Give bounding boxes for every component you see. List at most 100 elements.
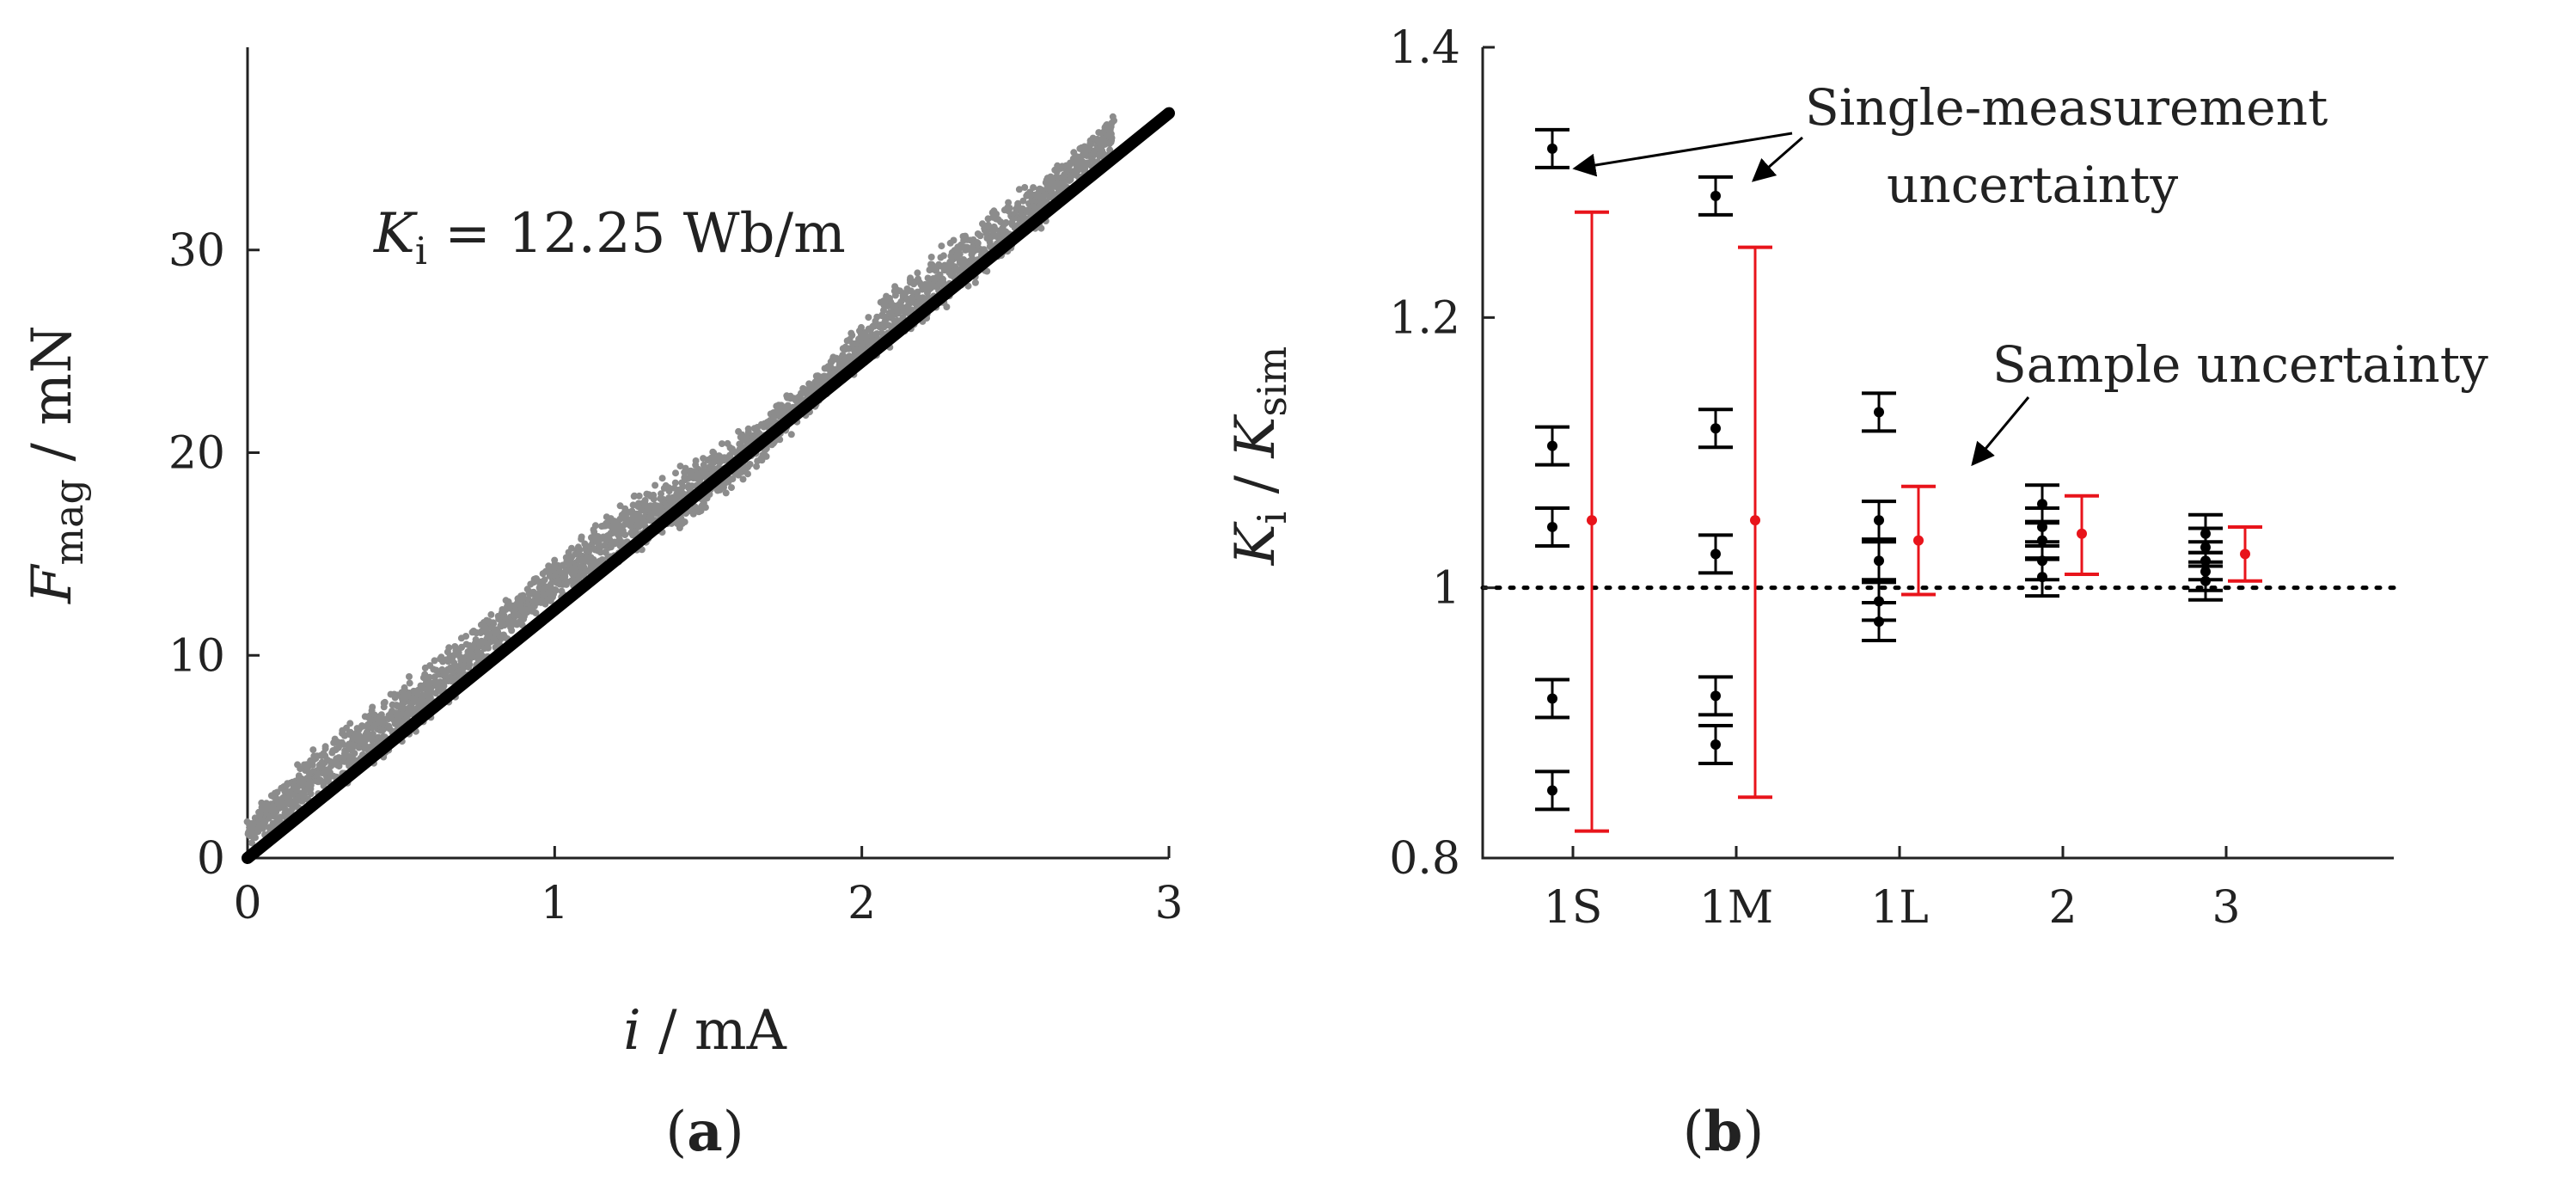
panel-b-sample-uncertainty	[1575, 210, 2262, 833]
scatter-point	[964, 243, 971, 251]
scatter-point	[718, 440, 725, 448]
panel-b-y-tick-label: 1	[1432, 563, 1460, 615]
scatter-point	[635, 492, 643, 500]
scatter-point	[541, 576, 548, 584]
scatter-point	[991, 224, 999, 232]
scatter-point	[631, 492, 639, 500]
single-measurement-errorbar	[1535, 506, 1569, 548]
single-measurement-errorbar	[1698, 175, 1733, 217]
scatter-point	[784, 402, 792, 409]
scatter-point	[1111, 117, 1117, 125]
scatter-point	[652, 481, 659, 489]
scatter-point	[1006, 205, 1013, 211]
scatter-point	[700, 461, 707, 469]
scatter-point	[343, 724, 350, 732]
scatter-point	[431, 657, 438, 665]
panel-a-y-label: Fmag / mN	[21, 325, 92, 604]
scatter-point	[787, 431, 795, 438]
scatter-point	[1019, 197, 1027, 205]
scatter-point	[1037, 224, 1045, 232]
scatter-point	[309, 746, 317, 754]
scatter-point	[971, 279, 979, 286]
single-measurement-errorbar	[1698, 675, 1733, 717]
single-measurement-errorbar	[1698, 408, 1733, 450]
scatter-point	[248, 839, 255, 847]
panel-b-caption: (b)	[1683, 1100, 1765, 1164]
scatter-point	[568, 544, 575, 552]
scatter-point	[891, 291, 899, 299]
panel-a-y-tick-label: 30	[168, 225, 225, 277]
panel-b-y-label: Ki / Ksim	[1224, 346, 1295, 567]
scatter-point	[845, 345, 853, 352]
single-arrow-1S	[1572, 132, 1793, 177]
panel-a-annotation: Ki = 12.25 Wb/m	[373, 202, 846, 273]
scatter-point	[908, 306, 915, 314]
scatter-point	[1015, 186, 1023, 193]
scatter-point	[710, 449, 718, 457]
scatter-point	[744, 425, 752, 432]
scatter-point	[650, 495, 658, 503]
scatter-point	[425, 673, 433, 681]
panel-b-x-tick-label: 3	[2212, 882, 2240, 934]
scatter-point	[381, 698, 389, 706]
panel-a-x-tick-label: 1	[541, 878, 569, 929]
scatter-point	[549, 593, 556, 601]
scatter-point	[746, 461, 754, 468]
panel-b-y-tick-label: 1.2	[1389, 292, 1460, 344]
single-arrow-1M	[1751, 136, 1803, 182]
scatter-point	[487, 610, 495, 618]
scatter-point	[658, 475, 666, 482]
scatter-point	[621, 531, 629, 539]
scatter-point	[406, 673, 413, 680]
panel-a-y-tick-label: 10	[168, 630, 225, 682]
single-measurement-errorbar	[1862, 540, 1896, 582]
scatter-point	[307, 790, 315, 798]
scatter-point	[744, 470, 751, 478]
scatter-point	[462, 633, 470, 640]
single-measurement-errorbar	[2025, 556, 2059, 598]
single-measurement-errorbar	[1535, 769, 1569, 812]
panel-a-y-tick-label: 0	[197, 833, 225, 885]
single-measurement-errorbar	[1698, 533, 1733, 575]
panel-a-y-ticks: 0 10 20 30	[168, 225, 260, 885]
scatter-point	[321, 745, 329, 752]
scatter-point	[858, 323, 865, 331]
scatter-point	[775, 436, 783, 443]
scatter-point	[848, 332, 856, 339]
sample-uncertainty-errorbar	[1738, 245, 1772, 800]
scatter-point	[665, 487, 673, 495]
scatter-point	[351, 750, 358, 757]
scatter-point	[880, 307, 887, 314]
scatter-point	[578, 536, 585, 543]
scatter-point	[307, 782, 315, 789]
scatter-point	[1107, 123, 1115, 131]
panel-b-single-measurements	[1535, 127, 2223, 812]
scatter-point	[811, 385, 818, 393]
scatter-point	[1005, 199, 1013, 206]
single-measurement-errorbar	[1862, 500, 1896, 542]
panel-a-y-tick-label: 20	[168, 428, 225, 480]
scatter-point	[927, 254, 935, 261]
scatter-point	[729, 475, 737, 482]
scatter-point	[489, 619, 497, 627]
scatter-point	[346, 720, 354, 727]
panel-a-x-tick-label: 0	[233, 878, 261, 929]
scatter-point	[266, 812, 273, 820]
panel-b-x-tick-label: 1S	[1544, 882, 1603, 934]
scatter-point	[753, 463, 761, 470]
scatter-point	[1030, 184, 1037, 192]
single-measurement-errorbar	[1535, 127, 1569, 169]
scatter-point	[728, 484, 735, 492]
single-measurement-errorbar	[1862, 600, 1896, 642]
scatter-point	[943, 303, 951, 310]
scatter-point	[1002, 218, 1010, 226]
scatter-point	[739, 475, 747, 483]
panel-a-fit-line	[242, 107, 1175, 864]
scatter-point	[701, 504, 709, 512]
scatter-point	[1021, 184, 1029, 191]
scatter-point	[591, 522, 599, 530]
single-measurement-errorbar	[1862, 391, 1896, 433]
panel-b-x-tick-label: 1M	[1699, 882, 1773, 934]
scatter-point	[597, 549, 604, 556]
scatter-point	[358, 722, 366, 730]
